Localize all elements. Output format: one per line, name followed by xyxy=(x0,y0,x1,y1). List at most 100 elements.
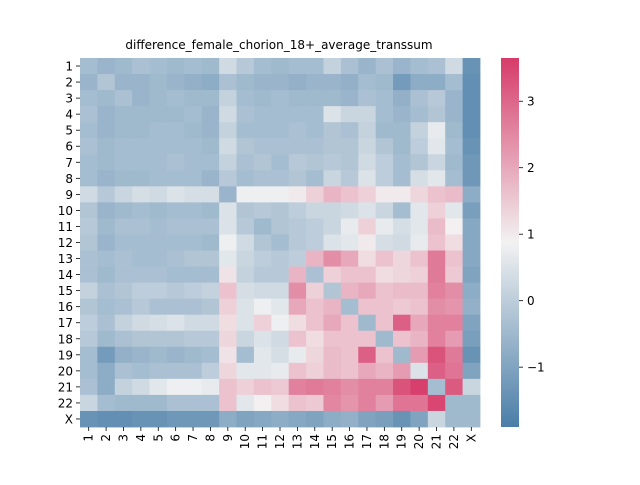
heatmap-cell xyxy=(132,90,150,107)
heatmap-cell xyxy=(132,346,150,364)
heatmap-cell xyxy=(340,330,359,348)
heatmap-cell xyxy=(236,394,255,412)
heatmap-cell xyxy=(114,122,133,139)
heatmap-cell xyxy=(462,90,481,107)
heatmap-cell xyxy=(323,154,342,171)
heatmap-cell xyxy=(410,218,429,235)
heatmap-cell xyxy=(410,282,429,300)
heatmap-cell xyxy=(410,394,429,412)
heatmap-cell xyxy=(132,266,150,284)
y-tick-label: 6 xyxy=(65,140,73,154)
heatmap-cell xyxy=(166,266,185,284)
heatmap-cell xyxy=(184,202,203,219)
heatmap-cell xyxy=(340,202,359,219)
heatmap-cell xyxy=(97,362,116,380)
heatmap-cell xyxy=(288,74,307,91)
heatmap-cell xyxy=(114,266,133,284)
heatmap-cell xyxy=(149,74,168,91)
heatmap-cell xyxy=(253,106,272,123)
heatmap-cell xyxy=(132,170,150,187)
heatmap-cell xyxy=(358,394,377,412)
heatmap-cell xyxy=(80,314,98,332)
heatmap-cell xyxy=(97,394,116,412)
heatmap-cell xyxy=(114,330,133,348)
heatmap-cell xyxy=(340,378,359,396)
colorbar-tick-label: 3 xyxy=(527,95,535,109)
y-tick-label: 21 xyxy=(58,380,73,394)
heatmap-cell xyxy=(340,410,359,428)
heatmap-cell xyxy=(253,394,272,412)
heatmap-cell xyxy=(445,74,464,91)
heatmap-cell xyxy=(340,250,359,267)
heatmap-cell xyxy=(80,218,98,235)
heatmap-cell xyxy=(271,314,290,332)
x-tick-label: 8 xyxy=(203,434,217,442)
colorbar xyxy=(501,58,519,427)
x-tick-label: 22 xyxy=(447,434,461,449)
heatmap-cell xyxy=(80,90,98,107)
heatmap-cell xyxy=(340,106,359,123)
heatmap-cell xyxy=(271,186,290,203)
x-axis-ticks: 1 2 3 4 5 6 7 8 9 10 11 12 13 14 15 16 17 18 19 20 21 22 X xyxy=(82,427,478,449)
heatmap-cell xyxy=(306,346,324,364)
heatmap-cell xyxy=(219,186,237,203)
x-tick-label: 20 xyxy=(412,434,426,449)
heatmap-cell xyxy=(149,298,168,316)
y-tick-label: 5 xyxy=(65,124,73,138)
heatmap-cell xyxy=(271,138,290,155)
heatmap-cell xyxy=(340,170,359,187)
heatmap-cell xyxy=(253,362,272,380)
heatmap-cell xyxy=(80,298,98,316)
heatmap-cell xyxy=(201,202,220,219)
heatmap-cell xyxy=(184,378,203,396)
heatmap-cell xyxy=(288,378,307,396)
heatmap-cell xyxy=(149,282,168,300)
heatmap-cell xyxy=(410,138,429,155)
heatmap-cell xyxy=(410,58,429,75)
heatmap-cell xyxy=(427,170,446,187)
y-tick-label: 19 xyxy=(58,348,73,362)
heatmap-cell xyxy=(271,378,290,396)
heatmap-cell xyxy=(236,106,255,123)
heatmap-cell xyxy=(219,346,237,364)
heatmap-cell xyxy=(114,314,133,332)
heatmap-cell xyxy=(236,346,255,364)
heatmap-cell xyxy=(80,234,98,251)
heatmap-cell xyxy=(184,106,203,123)
heatmap-cell xyxy=(427,90,446,107)
heatmap-cell xyxy=(219,394,237,412)
heatmap-cell xyxy=(184,186,203,203)
heatmap-cell xyxy=(201,106,220,123)
heatmap-cell xyxy=(358,170,377,187)
colorbar-tick-label: 0 xyxy=(527,294,535,308)
heatmap-cell xyxy=(132,58,150,75)
heatmap-cell xyxy=(375,266,394,284)
heatmap-cell xyxy=(340,282,359,300)
heatmap-cell xyxy=(306,234,324,251)
heatmap-cell xyxy=(358,138,377,155)
heatmap-cell xyxy=(271,202,290,219)
heatmap-cell xyxy=(427,282,446,300)
heatmap-cell xyxy=(97,378,116,396)
heatmap-cell xyxy=(410,74,429,91)
heatmap-cell xyxy=(306,410,324,428)
x-tick-label: X xyxy=(464,434,478,442)
heatmap-cell xyxy=(393,298,411,316)
heatmap-cell xyxy=(166,234,185,251)
heatmap-cell xyxy=(149,122,168,139)
heatmap-cell xyxy=(184,170,203,187)
heatmap-cell xyxy=(306,250,324,267)
heatmap-cell xyxy=(253,58,272,75)
heatmap-cell xyxy=(114,202,133,219)
heatmap-cell xyxy=(253,218,272,235)
heatmap-cell xyxy=(288,362,307,380)
heatmap-cell xyxy=(219,106,237,123)
heatmap-cell xyxy=(445,58,464,75)
heatmap-cell xyxy=(219,362,237,380)
heatmap-cell xyxy=(166,202,185,219)
heatmap-cell xyxy=(219,154,237,171)
heatmap-cell xyxy=(236,330,255,348)
heatmap-cell xyxy=(80,58,98,75)
